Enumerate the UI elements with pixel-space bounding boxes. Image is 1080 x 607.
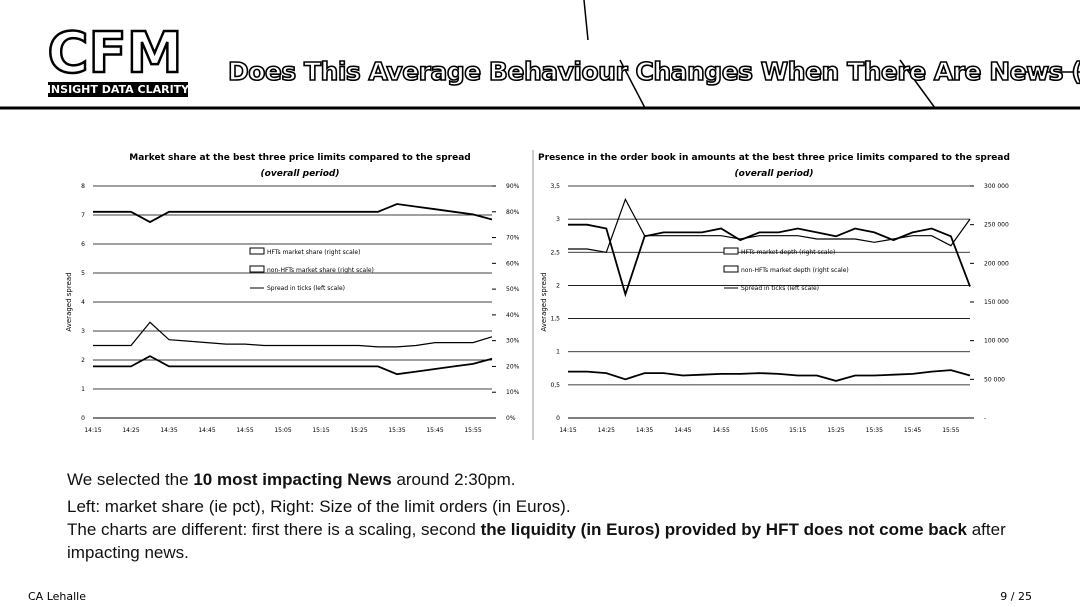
- x-tick-label: 15:15: [789, 427, 806, 434]
- logo-band: [48, 82, 188, 97]
- y2-tick-label: 80%: [506, 209, 520, 216]
- paragraph: The charts are different: first there is…: [67, 518, 1007, 564]
- chart-subtitle: (overall period): [735, 169, 814, 179]
- logo: CFM: [47, 21, 182, 86]
- legend-swatch: [249, 265, 265, 273]
- y2-tick-label: 90%: [506, 183, 520, 190]
- y-tick-label: 2,5: [550, 249, 560, 256]
- legend-label: non-HFTs market share (right scale): [267, 267, 374, 274]
- y-tick-label: 1: [81, 386, 85, 393]
- legend-swatch: [723, 247, 739, 255]
- chart-title: Presence in the order book in amounts at…: [538, 153, 1010, 163]
- y-axis-label: Averaged spread: [65, 272, 73, 331]
- x-tick-label: 15:55: [464, 427, 481, 434]
- legend-label: Spread in ticks (left scale): [741, 285, 819, 292]
- y2-tick-label: 250 000: [984, 222, 1009, 229]
- y2-tick-label: 60%: [506, 260, 520, 267]
- y2-tick-label: 40%: [506, 312, 520, 319]
- y-tick-label: 3: [81, 328, 85, 335]
- y2-tick-label: 150 000: [984, 299, 1009, 306]
- text-run: the liquidity (in Euros) provided by HFT…: [480, 520, 967, 539]
- slide-title: Does This Average Behaviour Changes When…: [228, 57, 1080, 86]
- y2-tick-label: 30%: [506, 338, 520, 345]
- y-tick-label: 7: [81, 212, 85, 219]
- y-tick-label: 4: [81, 299, 85, 306]
- y-tick-label: 8: [81, 183, 85, 190]
- x-tick-label: 14:45: [674, 427, 691, 434]
- legend-swatch: [723, 265, 739, 273]
- chart-title: Market share at the best three price lim…: [129, 153, 470, 163]
- x-tick-label: 14:15: [559, 427, 576, 434]
- legend-label: HFTs market share (right scale): [267, 249, 360, 256]
- y-tick-label: 3,5: [550, 183, 560, 190]
- y-tick-label: 5: [81, 270, 85, 277]
- x-tick-label: 14:55: [712, 427, 729, 434]
- page-number: 9 / 25: [1000, 590, 1032, 603]
- series-line: [93, 321, 493, 348]
- y-tick-label: 1: [556, 349, 560, 356]
- y2-tick-label: 300 000: [984, 183, 1009, 190]
- x-tick-label: 14:25: [598, 427, 615, 434]
- x-tick-label: 15:55: [942, 427, 959, 434]
- x-tick-label: 15:45: [426, 427, 443, 434]
- series-line: [568, 369, 971, 382]
- logo-tagline: INSIGHT DATA CLARITY: [47, 83, 190, 96]
- x-tick-label: 14:35: [636, 427, 653, 434]
- author: CA Lehalle: [28, 590, 86, 603]
- y-tick-label: 3: [556, 216, 560, 223]
- x-tick-label: 15:35: [388, 427, 405, 434]
- y2-tick-label: 0%: [506, 415, 516, 422]
- x-tick-label: 14:55: [236, 427, 253, 434]
- y2-tick-label: 70%: [506, 235, 520, 242]
- x-tick-label: 15:05: [274, 427, 291, 434]
- x-tick-label: 14:25: [122, 427, 139, 434]
- x-tick-label: 14:45: [198, 427, 215, 434]
- y2-tick-label: 10%: [506, 389, 520, 396]
- paragraph: We selected the 10 most impacting News a…: [67, 468, 1007, 491]
- y-tick-label: 2: [556, 282, 560, 289]
- x-tick-label: 14:35: [160, 427, 177, 434]
- paragraph: Left: market share (ie pct), Right: Size…: [67, 495, 1007, 518]
- series-line: [568, 223, 971, 298]
- y-tick-label: 6: [81, 241, 85, 248]
- series-line: [93, 355, 493, 376]
- legend-label: Spread in ticks (left scale): [267, 285, 345, 292]
- x-tick-label: 15:15: [312, 427, 329, 434]
- y-tick-label: 1,5: [550, 316, 560, 323]
- y2-tick-label: 50 000: [984, 376, 1005, 383]
- legend-label: non-HFTs market depth (right scale): [741, 267, 849, 274]
- series-line: [568, 197, 971, 253]
- chart-subtitle: (overall period): [261, 169, 340, 179]
- y-tick-label: 0,5: [550, 382, 560, 389]
- series-line: [93, 203, 493, 224]
- y2-tick-label: -: [984, 415, 986, 422]
- y2-tick-label: 100 000: [984, 338, 1009, 345]
- text-run: 10 most impacting News: [193, 470, 392, 489]
- text-run: after impacting news.: [67, 520, 1011, 562]
- y-axis-label: Averaged spread: [540, 272, 548, 331]
- y-tick-label: 0: [81, 415, 85, 422]
- y2-tick-label: 50%: [506, 286, 520, 293]
- decor-line: [899, 59, 936, 109]
- x-tick-label: 15:35: [866, 427, 883, 434]
- x-tick-label: 15:25: [350, 427, 367, 434]
- text-run: The charts are different: first there is…: [67, 520, 481, 539]
- x-tick-label: 15:05: [751, 427, 768, 434]
- decor-line: [583, 0, 589, 41]
- x-tick-label: 14:15: [84, 427, 101, 434]
- y2-tick-label: 20%: [506, 363, 520, 370]
- y2-tick-label: 200 000: [984, 260, 1009, 267]
- y-tick-label: 0: [556, 415, 560, 422]
- legend-label: HFTs market depth (right scale): [741, 249, 835, 256]
- decor-line: [619, 59, 646, 109]
- x-tick-label: 15:45: [904, 427, 921, 434]
- text-run: around 2:30pm.: [391, 470, 516, 489]
- y-tick-label: 2: [81, 357, 85, 364]
- legend-swatch: [249, 247, 265, 255]
- text-run: We selected the: [67, 470, 194, 489]
- x-tick-label: 15:25: [827, 427, 844, 434]
- text-run: Left: market share (ie pct), Right: Size…: [67, 497, 571, 516]
